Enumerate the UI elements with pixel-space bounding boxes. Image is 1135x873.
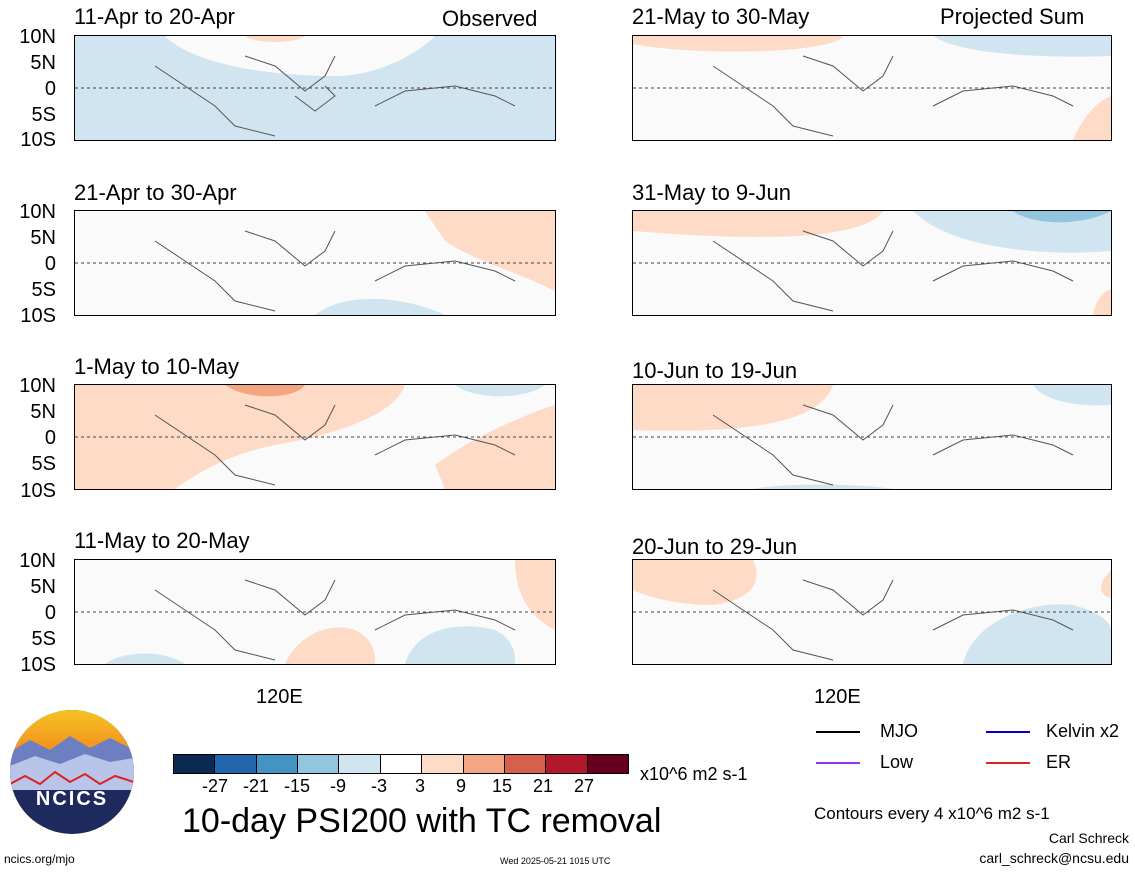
colorbar-swatch [298,755,340,773]
map-panel-right-2 [632,210,1112,316]
observed-label: Observed [442,6,538,31]
legend-line-mjo [816,731,860,733]
panel-title-right-4: 20-Jun to 29-Jun [632,534,798,559]
lat-label: 5S [31,628,56,650]
colorbar-label: 9 [455,776,466,796]
colorbar-swatch [339,755,381,773]
logo-text: NCICS [35,788,109,810]
map-panel-right-3 [632,384,1112,490]
colorbar-swatch [422,755,464,773]
lat-label: 10N [19,375,56,397]
colorbar-label: 21 [532,776,554,796]
lat-label: 10S [20,305,56,327]
lon-label-right: 120E [814,686,861,708]
colorbar-swatch [256,755,299,773]
lat-label: 5N [30,576,56,598]
colorbar-swatch [215,755,257,773]
lat-label: 10N [19,26,56,48]
colorbar-swatch [546,755,588,773]
colorbar-swatch [463,755,505,773]
projected-sum-label: Projected Sum [940,4,1085,29]
lat-label: 5N [30,401,56,423]
colorbar-label: -27 [201,776,228,796]
lat-label: 5N [30,227,56,249]
timestamp: Wed 2025-05-21 1015 UTC [500,856,611,866]
lat-label: 5S [31,279,56,301]
panel-title-left-2: 21-Apr to 30-Apr [74,180,237,205]
colorbar-label: 3 [414,776,425,796]
map-panel-left-2 [74,210,556,316]
colorbar-label: 15 [491,776,513,796]
lat-label: 10S [20,129,56,151]
legend-line-kelvin [986,731,1030,733]
ncics-logo [10,710,134,834]
colorbar-swatch [174,755,216,773]
lat-label: 5N [30,52,56,74]
colorbar [173,754,629,774]
map-panel-left-3 [74,384,556,490]
lat-label: 0 [44,78,56,100]
panel-title-right-1: 21-May to 30-May [632,4,810,29]
legend-line-er [986,762,1030,764]
author: Carl Schreck [1048,830,1129,846]
map-panel-right-1 [632,35,1112,141]
map-panel-left-1 [74,35,556,141]
colorbar-units: x10^6 m2 s-1 [640,764,748,784]
contours-note: Contours every 4 x10^6 m2 s-1 [814,804,1050,823]
colorbar-swatch [380,755,423,773]
legend-label-kelvin: Kelvin x2 [1046,721,1120,741]
email[interactable]: carl_schreck@ncsu.edu [979,850,1129,866]
lat-label: 0 [44,253,56,275]
panel-title-right-2: 31-May to 9-Jun [632,180,791,205]
lon-label-left: 120E [256,686,303,708]
lat-label: 0 [44,427,56,449]
map-panel-right-4 [632,559,1112,665]
panel-title-left-1: 11-Apr to 20-Apr [74,4,236,29]
legend-label-low: Low [880,752,914,772]
legend-line-low [816,762,860,764]
colorbar-label: -9 [329,776,346,796]
colorbar-label: 27 [573,776,595,796]
panel-title-left-3: 1-May to 10-May [74,354,240,379]
legend-label-er: ER [1046,752,1072,772]
lat-label: 0 [44,602,56,624]
colorbar-label: -21 [242,776,269,796]
lat-label: 10N [19,550,56,572]
panel-title-right-3: 10-Jun to 19-Jun [632,358,798,383]
colorbar-swatch [504,755,547,773]
lat-label: 10S [20,480,56,502]
lat-label: 5S [31,104,56,126]
main-title: 10-day PSI200 with TC removal [182,802,662,840]
map-panel-left-4 [74,559,556,665]
lat-label: 10N [19,201,56,223]
lat-label: 5S [31,453,56,475]
site-link[interactable]: ncics.org/mjo [4,852,75,866]
colorbar-label: -15 [283,776,310,796]
panel-title-left-4: 11-May to 20-May [74,528,250,553]
lat-label: 10S [20,654,56,676]
colorbar-swatch [587,755,628,773]
legend-label-mjo: MJO [880,721,918,741]
colorbar-label: -3 [370,776,387,796]
